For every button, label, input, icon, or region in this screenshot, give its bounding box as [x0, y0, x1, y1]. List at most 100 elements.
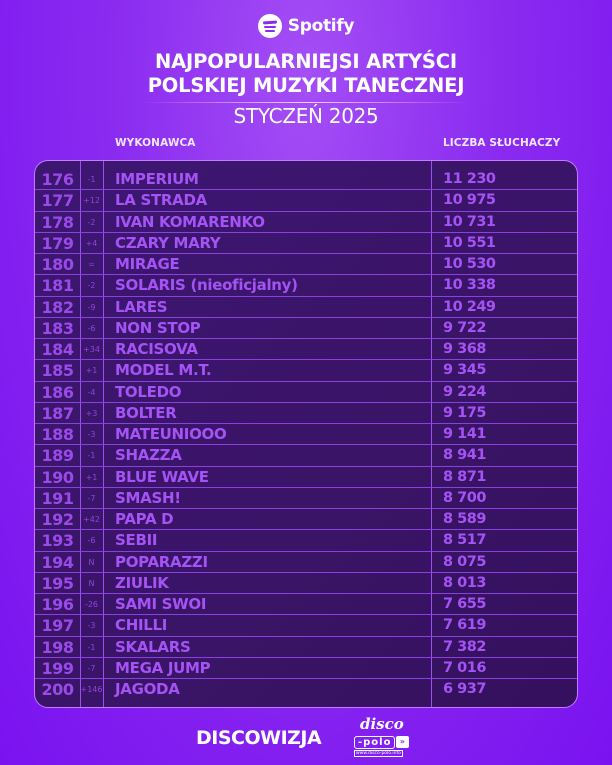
subtitle-month: STYCZEŃ 2025	[233, 104, 379, 128]
rank-cell: 183	[41, 318, 74, 338]
fast-forward-icon: »	[396, 736, 409, 748]
rank-cell: 192	[41, 510, 74, 529]
listeners-cell: 9 224	[443, 383, 486, 400]
rank-cell: 177	[41, 191, 74, 211]
rank-cell: 197	[41, 616, 74, 636]
listeners-cell: 8 075	[443, 553, 486, 570]
table-row: 183 -6 NON STOP 9 722	[35, 318, 577, 339]
table-row: 192 +42 PAPA D 8 589	[35, 509, 577, 531]
listeners-cell: 8 589	[443, 511, 486, 527]
listeners-cell: 9 175	[443, 404, 486, 421]
change-cell: -7	[87, 493, 96, 503]
title-divider	[142, 102, 470, 103]
rank-cell: 195	[41, 573, 74, 593]
artist-cell: TOLEDO	[115, 382, 182, 401]
listeners-cell: 8 941	[443, 447, 486, 464]
listeners-cell: 6 937	[443, 681, 486, 697]
artist-cell: SKALARS	[115, 637, 191, 656]
rank-cell: 186	[41, 382, 74, 402]
rank-cell: 180	[41, 255, 74, 274]
listeners-cell: 10 338	[443, 277, 496, 294]
rank-cell: 179	[41, 233, 74, 253]
table-row: 185 +1 MODEL M.T. 9 345	[35, 360, 577, 382]
ranking-table: 176 -1 IMPERIUM 11 230 177 +12 LA STRADA 10 975…	[34, 160, 578, 708]
change-cell: +146	[80, 685, 103, 694]
table-row: 193 -6 SEBII 8 517	[35, 530, 577, 552]
artist-cell: SEBII	[115, 531, 158, 550]
table-row: 177 +12 LA STRADA 10 975	[35, 190, 577, 212]
listeners-cell: 10 731	[443, 213, 496, 230]
change-cell: -9	[87, 302, 96, 312]
table-row: 181 -2 SOLARIS (nieoficjalny) 10 338	[35, 275, 577, 297]
rank-cell: 198	[41, 637, 74, 657]
listeners-cell: 7 382	[443, 638, 486, 655]
rank-cell: 190	[41, 467, 74, 487]
rank-cell: 178	[41, 212, 74, 232]
artist-cell: MODEL M.T.	[115, 361, 212, 380]
page-title: NAJPOPULARNIEJSI ARTYŚCI POLSKIEJ MUZYKI…	[0, 50, 612, 98]
change-cell: N	[88, 578, 95, 588]
spotify-wordmark: Spotify	[287, 16, 355, 36]
artist-cell: SHAZZA	[115, 446, 182, 465]
title-line-1: NAJPOPULARNIEJSI ARTYŚCI	[155, 50, 457, 73]
artist-cell: MIRAGE	[115, 255, 180, 273]
listeners-cell: 11 230	[443, 171, 496, 187]
artist-cell: BOLTER	[115, 403, 177, 422]
disco-polo-logo: disco -polo » www.disco-polo.info	[352, 715, 414, 758]
artist-cell: BLUE WAVE	[115, 467, 209, 486]
change-cell: +1	[85, 472, 98, 482]
column-header-artist: WYKONAWCA	[115, 137, 196, 149]
table-row: 195 N ZIULIK 8 013	[35, 573, 577, 594]
disco-polo-logo-top: disco	[360, 715, 404, 733]
artist-cell: POPARAZZI	[115, 552, 208, 571]
listeners-cell: 8 517	[443, 532, 486, 549]
rank-cell: 199	[41, 658, 74, 678]
rank-cell: 189	[41, 446, 74, 466]
change-cell: +3	[85, 408, 98, 418]
table-row: 186 -4 TOLEDO 9 224	[35, 382, 577, 403]
change-cell: +42	[83, 515, 100, 524]
listeners-cell: 7 016	[443, 659, 486, 676]
listeners-cell: 7 619	[443, 617, 486, 634]
listeners-cell: 8 013	[443, 574, 486, 591]
listeners-cell: 9 722	[443, 319, 486, 336]
rank-cell: 187	[41, 403, 74, 423]
rank-cell: 185	[41, 361, 74, 381]
artist-cell: PAPA D	[115, 510, 174, 528]
title-line-2: POLSKIEJ MUZYKI TANECZNEJ	[147, 74, 465, 97]
change-cell: -6	[87, 323, 96, 333]
artist-cell: RACISOVA	[115, 340, 198, 358]
change-cell: -4	[87, 387, 96, 397]
change-cell: -26	[84, 600, 99, 609]
rank-cell: 188	[41, 425, 74, 444]
change-cell: +12	[83, 196, 100, 206]
listeners-cell: 10 551	[443, 234, 496, 251]
change-cell: +1	[85, 366, 98, 376]
change-cell: +34	[83, 345, 100, 354]
artist-cell: SOLARIS (nieoficjalny)	[115, 276, 298, 295]
column-divider	[103, 161, 104, 707]
table-row: 178 -2 IVAN KOMARENKO 10 731	[35, 212, 577, 233]
listeners-cell: 10 530	[443, 256, 496, 272]
table-row: 190 +1 BLUE WAVE 8 871	[35, 467, 577, 488]
rank-cell: 182	[41, 297, 74, 317]
change-cell: N	[88, 557, 95, 567]
table-row: 182 -9 LARES 10 249	[35, 297, 577, 318]
table-row: 191 -7 SMASH! 8 700	[35, 488, 577, 509]
change-cell: -3	[87, 430, 96, 439]
artist-cell: JAGODA	[115, 680, 180, 698]
table-row: 176 -1 IMPERIUM 11 230	[35, 169, 577, 191]
listeners-cell: 9 368	[443, 341, 486, 357]
rank-cell: 181	[41, 276, 74, 296]
artist-cell: LARES	[115, 297, 168, 316]
listeners-cell: 10 249	[443, 298, 496, 315]
artist-cell: ZIULIK	[115, 573, 169, 592]
change-cell: -1	[87, 642, 96, 652]
spotify-logo: Spotify	[0, 14, 612, 38]
listeners-cell: 8 700	[443, 489, 486, 506]
table-row: 194 N POPARAZZI 8 075	[35, 552, 577, 573]
table-row: 200 +146 JAGODA 6 937	[35, 679, 577, 700]
artist-cell: SAMI SWOI	[115, 595, 207, 613]
listeners-cell: 8 871	[443, 468, 486, 485]
table-row: 196 -26 SAMI SWOI 7 655	[35, 594, 577, 616]
